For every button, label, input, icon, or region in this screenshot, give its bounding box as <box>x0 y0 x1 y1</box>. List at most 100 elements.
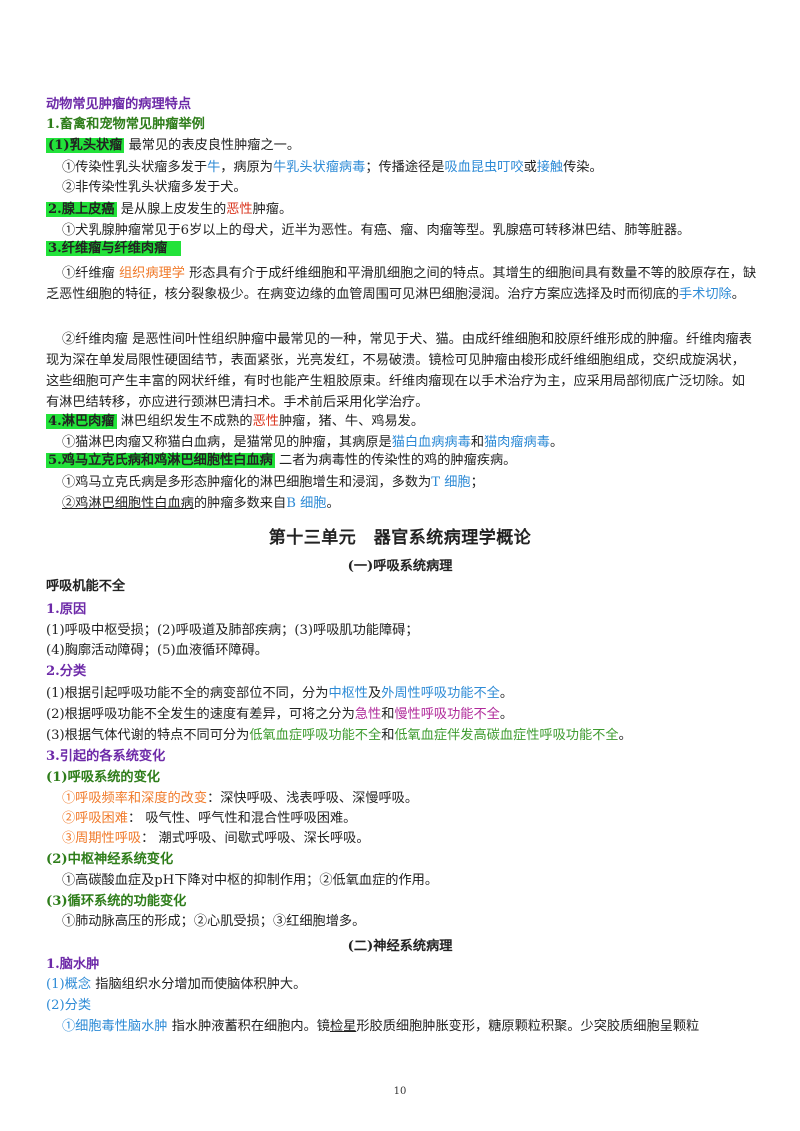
text: (2)根据呼吸功能不全发生的速度有差异，可将之分为 <box>46 707 355 722</box>
cytotoxic-edema: ①细胞毒性脑水肿 指水肿液蓄积在细胞内。镜检星形胶质细胞肿胀变形，糖原颗粒积聚。… <box>62 1018 699 1036</box>
text: (3)根据气体代谢的特点不同可分为 <box>46 728 250 743</box>
text: 。 <box>326 496 340 511</box>
subsection-title: 1.畜禽和宠物常见肿瘤举例 <box>46 117 205 132</box>
heading-causes: 1.原因 <box>46 602 87 617</box>
tumor-item-1a: ①传染性乳头状瘤多发于牛，病原为牛乳头状瘤病毒；传播途径是吸血昆虫叮咬或接触传染… <box>62 159 603 177</box>
resp-change-3: ③周期性呼吸： 潮式呼吸、间歇式呼吸、深长呼吸。 <box>62 830 370 848</box>
circulatory-change: ①肺动脉高压的形成；②心肌受损；③红细胞增多。 <box>62 914 366 929</box>
classification-2: (2)根据呼吸功能不全发生的速度有差异，可将之分为急性和慢性呼吸功能不全。 <box>46 706 513 724</box>
keyword: 吸血昆虫叮咬 <box>444 160 524 175</box>
text: ①纤维瘤 <box>62 266 119 281</box>
tumor-item-2: 2.腺上皮癌 是从腺上皮发生的恶性肿瘤。 <box>46 201 292 219</box>
text: 最常见的表皮良性肿瘤之一。 <box>124 138 301 153</box>
section-heading: 动物常见肿瘤的病理特点 <box>46 97 192 112</box>
tumor-item-5a: ①鸡马立克氏病是多形态肿瘤化的淋巴细胞增生和浸润，多数为T 细胞； <box>62 474 484 492</box>
tumor-item-1b: ②非传染性乳头状瘤多发于犬。 <box>62 180 247 195</box>
keyword: 牛乳头状瘤病毒 <box>273 160 366 175</box>
keyword: 急性 <box>354 707 382 722</box>
text: 。 <box>618 728 632 743</box>
text: 和 <box>381 707 395 722</box>
keyword: ①细胞毒性脑水肿 <box>62 1019 168 1034</box>
text: (1)根据引起呼吸功能不全的病变部位不同，分为 <box>46 686 329 701</box>
keyword: 低氧血症伴发高碳血症性呼吸功能不全 <box>394 728 619 743</box>
section-title-respiratory: (一)呼吸系统病理 <box>347 559 453 574</box>
page-number: 10 <box>393 1086 407 1097</box>
causes-line-2: (4)胸廓活动障碍；(5)血液循环障碍。 <box>46 643 268 658</box>
text: 肿瘤。 <box>252 202 293 217</box>
text: ①鸡马立克氏病是多形态肿瘤化的淋巴细胞增生和浸润，多数为 <box>62 475 432 490</box>
tumor-item-2a: ①犬乳腺肿瘤常见于6岁以上的母犬，近半为恶性。有癌、瘤、肉瘤等型。乳腺癌可转移淋… <box>62 223 691 238</box>
fibrosarcoma-paragraph: ②纤维肉瘤 是恶性间叶性组织肿瘤中最常见的一种，常见于犬、猫。由成纤维细胞和胶原… <box>46 332 752 410</box>
keyword: T 细胞 <box>431 475 471 490</box>
underlined-text: 检星 <box>329 1019 357 1034</box>
classification-1: (1)根据引起呼吸功能不全的病变部位不同，分为中枢性及外周性呼吸功能不全。 <box>46 685 513 703</box>
heading-classification: 2.分类 <box>46 664 87 679</box>
text: ： 吸气性、呼气性和混合性呼吸困难。 <box>127 811 357 826</box>
text: 和 <box>381 728 395 743</box>
fibroma-paragraph: ①纤维瘤 组织病理学 形态具有介于成纤维细胞和平滑肌细胞之间的特点。其增生的细胞… <box>46 263 758 305</box>
topic-title: 呼吸机能不全 <box>46 579 126 594</box>
heading-system-changes: 3.引起的各系统变化 <box>46 749 166 764</box>
text: 的肿瘤多数来自 <box>193 496 287 511</box>
text: ： 潮式呼吸、间歇式呼吸、深长呼吸。 <box>141 831 370 846</box>
text: 二者为病毒性的传染性的鸡的肿瘤疾病。 <box>274 453 517 468</box>
text: ；传播途径是 <box>365 160 445 175</box>
text: ：深快呼吸、浅表呼吸、深慢呼吸。 <box>207 791 419 806</box>
text: 传染。 <box>563 160 603 175</box>
highlight-label: 5.鸡马立克氏病和鸡淋巴细胞性白血病 <box>46 453 275 468</box>
resp-change-1: ①呼吸频率和深度的改变：深快呼吸、浅表呼吸、深慢呼吸。 <box>62 790 418 808</box>
underlined-text: ②鸡淋巴细胞性白血病 <box>62 496 194 511</box>
tumor-item-5b: ②鸡淋巴细胞性白血病的肿瘤多数来自B 细胞。 <box>62 495 340 513</box>
heading-cns-changes: (2)中枢神经系统变化 <box>46 852 174 867</box>
tumor-item-3: 3.纤维瘤与纤维肉瘤 <box>46 240 182 258</box>
brain-edema-concept: (1)概念 指脑组织水分增加而使脑体积肿大。 <box>46 976 306 994</box>
text: ①传染性乳头状瘤多发于 <box>62 160 208 175</box>
text: 和 <box>470 435 484 450</box>
keyword: 组织病理学 <box>118 266 185 281</box>
text: 。 <box>499 707 514 722</box>
heading-circulatory-changes: (3)循环系统的功能变化 <box>46 894 187 909</box>
text: 或 <box>523 160 537 175</box>
text: 淋巴组织发生不成熟的 <box>116 414 253 429</box>
brain-edema-classification: (2)分类 <box>46 998 92 1013</box>
keyword: ③周期性呼吸 <box>62 831 142 846</box>
tumor-item-1: (1)乳头状瘤 最常见的表皮良性肿瘤之一。 <box>46 137 300 155</box>
keyword: 恶性 <box>252 414 279 429</box>
text: 指脑组织水分增加而使脑体积肿大。 <box>91 977 307 992</box>
keyword: 中枢性 <box>328 686 368 701</box>
text: 及 <box>368 686 382 701</box>
tumor-item-4: 4.淋巴肉瘤 淋巴组织发生不成熟的恶性肿瘤，猪、牛、鸡易发。 <box>46 413 424 431</box>
keyword: 猫肉瘤病毒 <box>484 435 550 450</box>
text: 。 <box>499 686 514 701</box>
heading-brain-edema: 1.脑水肿 <box>46 957 100 972</box>
text: ，病原为 <box>220 160 273 175</box>
keyword: 恶性 <box>226 202 253 217</box>
keyword: 猫白血病病毒 <box>391 435 471 450</box>
text: 。 <box>731 287 745 302</box>
highlight-label: (1)乳头状瘤 <box>46 138 125 153</box>
keyword: ①呼吸频率和深度的改变 <box>62 791 208 806</box>
highlight-label: 3.纤维瘤与纤维肉瘤 <box>46 241 182 256</box>
text: 形态具有介于成纤维细胞和平滑肌细胞之间的特点。其增生的细胞间具有数量不等的胶原存… <box>46 266 757 302</box>
keyword: 牛 <box>207 160 221 175</box>
keyword: 外周性呼吸功能不全 <box>381 686 500 701</box>
keyword: (1)概念 <box>46 977 92 992</box>
tumor-item-4a: ①猫淋巴肉瘤又称猫白血病，是猫常见的肿瘤，其病原是猫白血病病毒和猫肉瘤病毒。 <box>62 434 563 452</box>
highlight-label: 4.淋巴肉瘤 <box>46 414 117 429</box>
keyword: B 细胞 <box>286 496 327 511</box>
text: 。 <box>549 435 564 450</box>
keyword: 接触 <box>536 160 564 175</box>
resp-change-2: ②呼吸困难： 吸气性、呼气性和混合性呼吸困难。 <box>62 810 356 828</box>
section-title-nervous: (二)神经系统病理 <box>347 939 453 954</box>
highlight-label: 2.腺上皮癌 <box>46 202 117 217</box>
keyword: ②呼吸困难 <box>62 811 128 826</box>
text: 肿瘤，猪、牛、鸡易发。 <box>278 414 425 429</box>
classification-3: (3)根据气体代谢的特点不同可分为低氧血症呼吸功能不全和低氧血症伴发高碳血症性呼… <box>46 727 632 745</box>
tumor-item-5: 5.鸡马立克氏病和鸡淋巴细胞性白血病 二者为病毒性的传染性的鸡的肿瘤疾病。 <box>46 452 516 470</box>
keyword: 慢性呼吸功能不全 <box>394 707 500 722</box>
text: 是从腺上皮发生的 <box>116 202 227 217</box>
heading-respiratory-changes: (1)呼吸系统的变化 <box>46 770 160 785</box>
text: ①猫淋巴肉瘤又称猫白血病，是猫常见的肿瘤，其病原是 <box>62 435 392 450</box>
keyword: 手术切除 <box>679 287 732 302</box>
causes-line-1: (1)呼吸中枢受损；(2)呼吸道及肺部疾病；(3)呼吸肌功能障碍； <box>46 623 419 638</box>
